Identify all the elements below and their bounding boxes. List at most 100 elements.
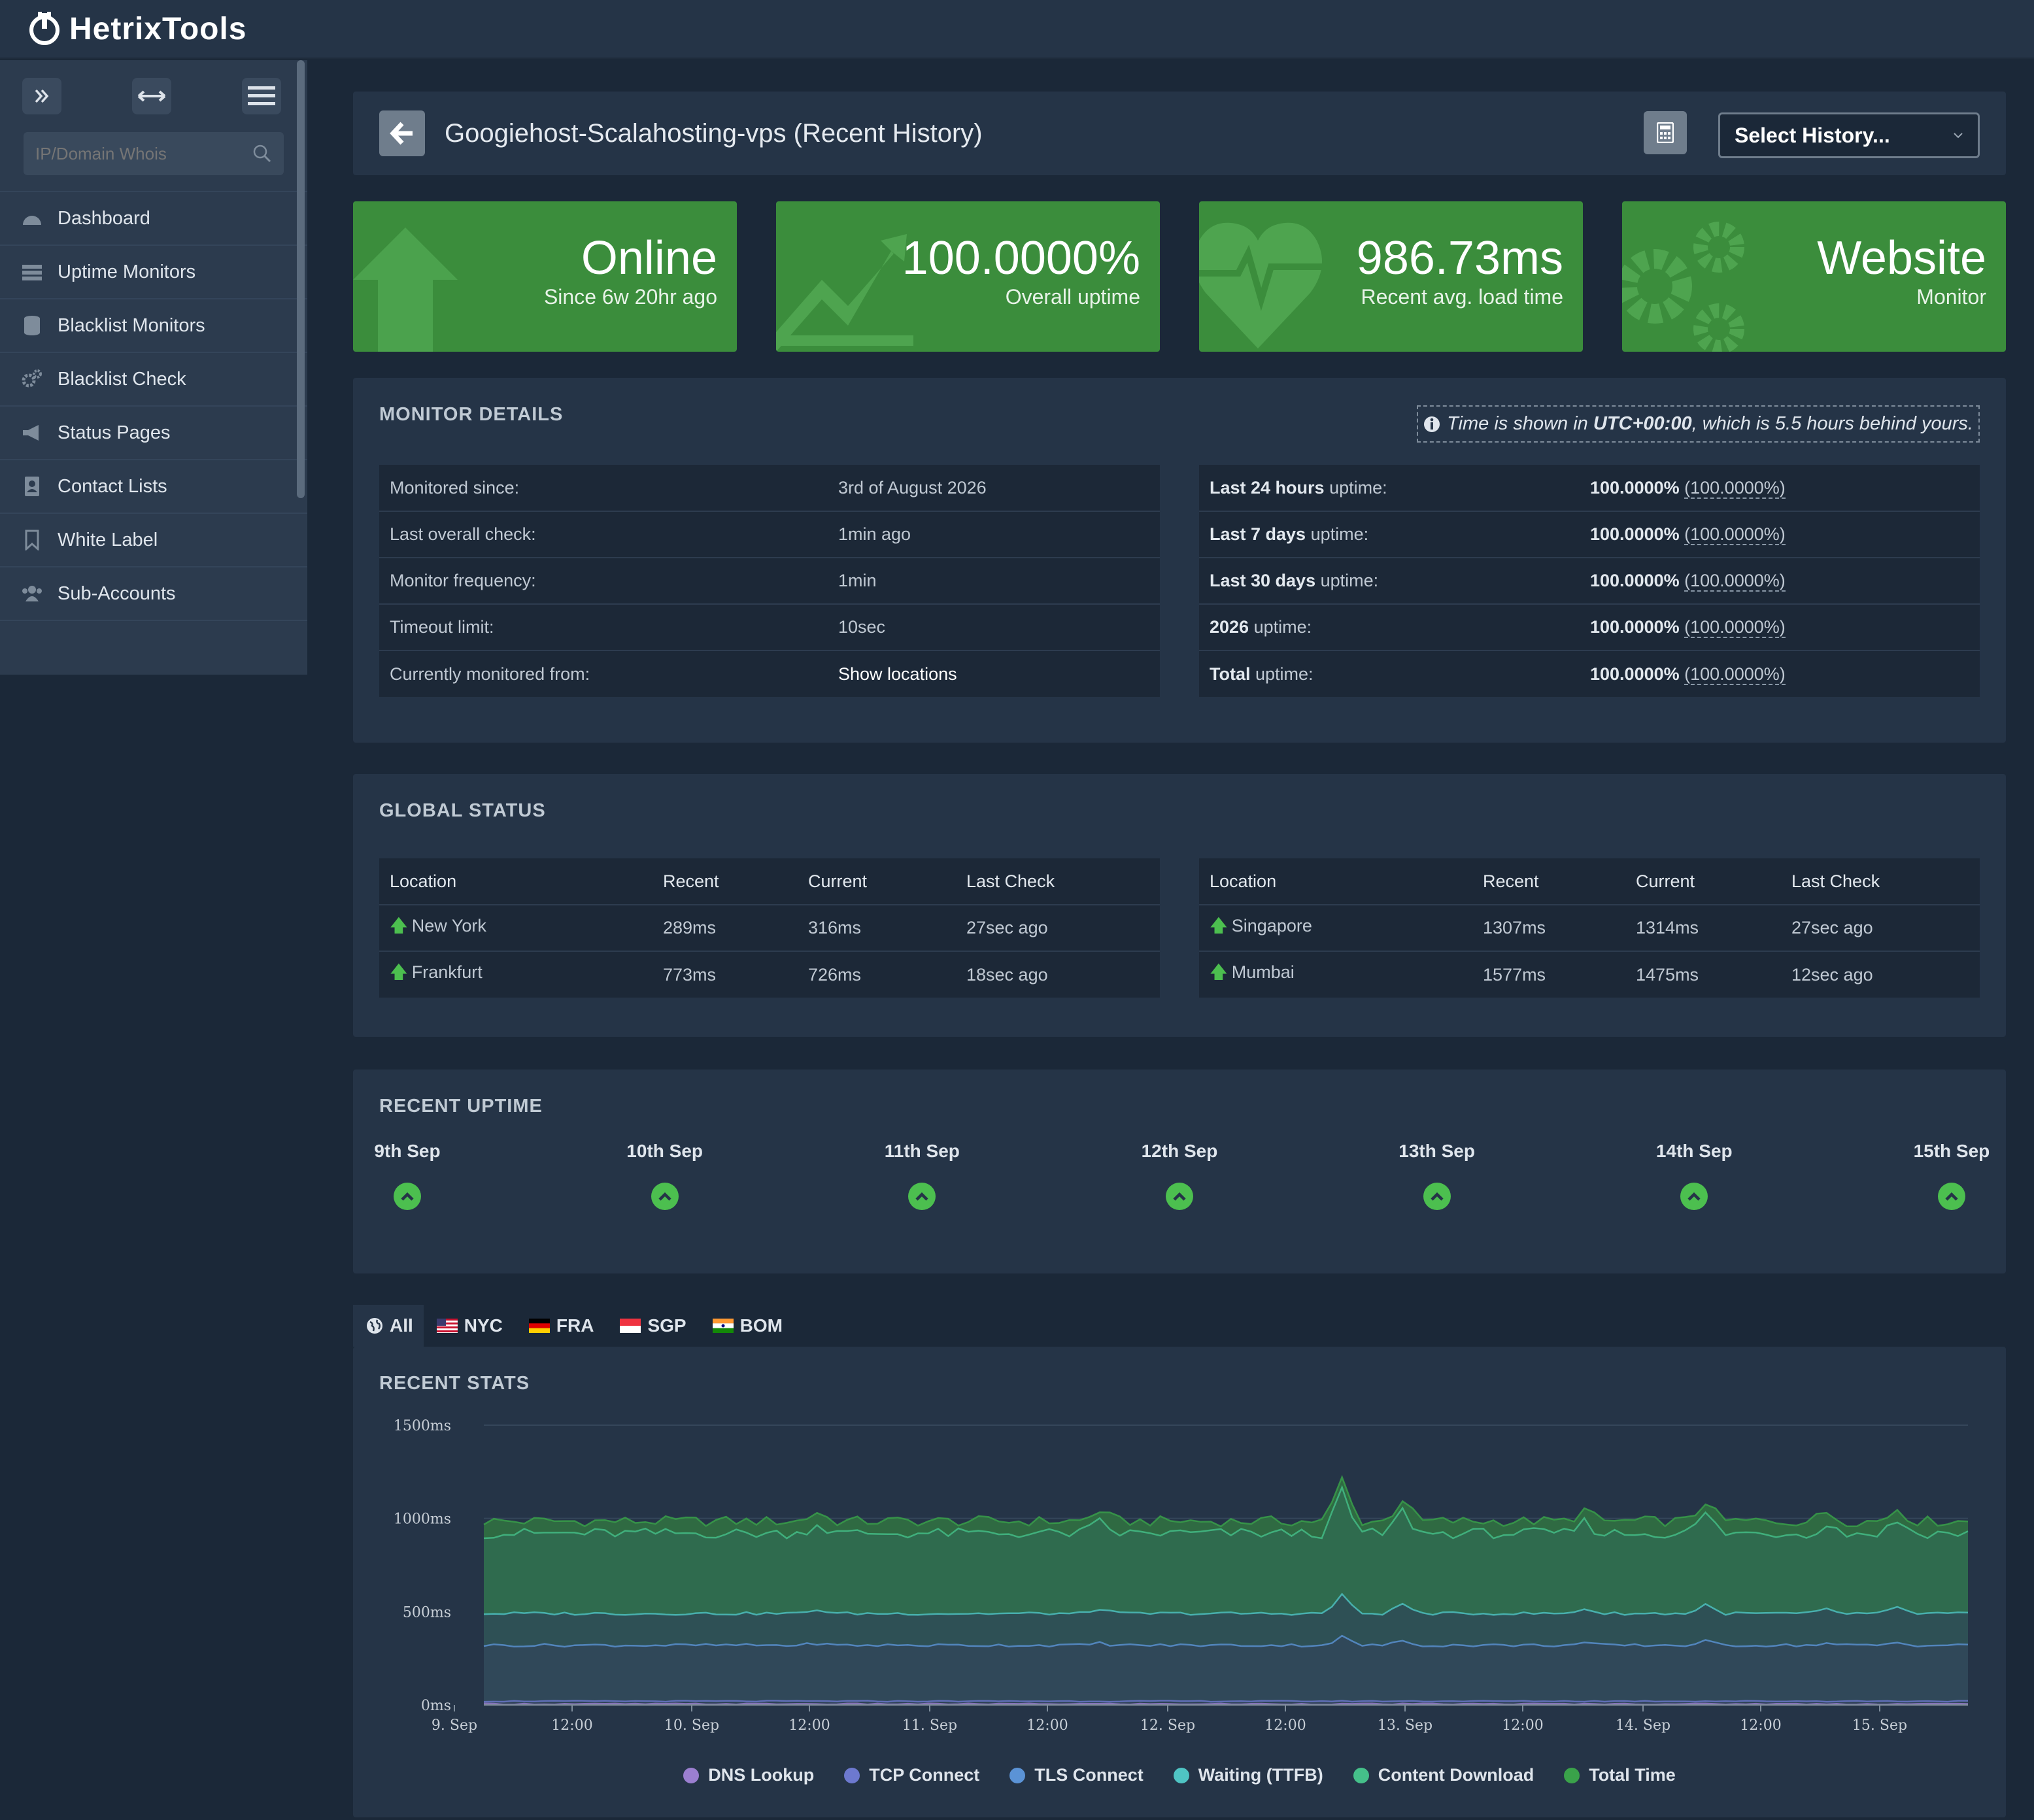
- tz-zone: UTC+00:00: [1593, 413, 1692, 434]
- tab-all[interactable]: All: [353, 1305, 424, 1347]
- sidebar-item-contact-lists[interactable]: Contact Lists: [0, 460, 307, 514]
- show-locations-link[interactable]: Show locations: [838, 664, 957, 684]
- tab-label: All: [390, 1315, 413, 1336]
- tab-nyc[interactable]: NYC: [424, 1305, 516, 1347]
- y-tick-label: 1000ms: [394, 1511, 451, 1528]
- area-tls-connect: [484, 1636, 1968, 1705]
- sidebar-item-white-label[interactable]: White Label: [0, 514, 307, 567]
- current-cell: 726ms: [808, 964, 862, 985]
- legend-item[interactable]: DNS Lookup: [683, 1765, 814, 1785]
- history-select[interactable]: Select History...: [1718, 112, 1980, 158]
- global-status-panel: GLOBAL STATUS Location Recent Current La…: [353, 774, 2006, 1037]
- table-row: Currently monitored from: Show locations: [379, 650, 1160, 697]
- users-icon: [21, 582, 43, 605]
- expand-sidebar-button[interactable]: [22, 78, 61, 114]
- y-tick-label: 500ms: [403, 1604, 451, 1621]
- uptime-day: 14th Sep: [1645, 1141, 1743, 1210]
- legend-item[interactable]: TCP Connect: [844, 1765, 979, 1785]
- sidebar-item-dashboard[interactable]: Dashboard: [0, 192, 307, 246]
- calculator-button[interactable]: [1644, 111, 1687, 154]
- uptime-day: 13th Sep: [1388, 1141, 1486, 1210]
- current-cell: 1475ms: [1636, 964, 1699, 985]
- uptime-up-icon[interactable]: [1165, 1183, 1193, 1210]
- sidebar: Dashboard Uptime Monitors Blacklist Moni…: [0, 60, 307, 675]
- uptime-tooltip[interactable]: (100.0000%): [1684, 571, 1786, 592]
- uptime-period-label: Last 7 days uptime:: [1199, 511, 1580, 558]
- whois-search: [24, 132, 284, 175]
- detail-value: 3rd of August 2026: [828, 465, 1160, 512]
- logo[interactable]: HetrixTools: [26, 10, 246, 47]
- uptime-up-icon[interactable]: [1680, 1183, 1708, 1210]
- details-columns: Monitored since: 3rd of August 2026 Last …: [379, 465, 1980, 697]
- uptime-day: 12th Sep: [1130, 1141, 1229, 1210]
- uptime-day-label: 11th Sep: [884, 1141, 960, 1161]
- sidebar-item-blacklist-monitors[interactable]: Blacklist Monitors: [0, 299, 307, 353]
- legend-item[interactable]: Content Download: [1353, 1765, 1534, 1785]
- uptime-period-label: 2026 uptime:: [1199, 604, 1580, 651]
- uptime-day: 15th Sep: [1903, 1141, 2001, 1210]
- uptime-day-label: 9th Sep: [374, 1141, 441, 1161]
- global-status-table-left: Location Recent Current Last Check 🡅 New …: [379, 858, 1160, 998]
- recent-uptime-panel: RECENT UPTIME 9th Sep 10th Sep 11th Sep 12t…: [353, 1070, 2006, 1273]
- tab-label: SGP: [647, 1315, 686, 1336]
- details-table-left: Monitored since: 3rd of August 2026 Last …: [379, 465, 1160, 697]
- x-tick-label: 9. Sep: [432, 1717, 477, 1734]
- section-title: GLOBAL STATUS: [379, 800, 546, 821]
- globe-icon: [367, 1318, 382, 1334]
- back-button[interactable]: [379, 110, 425, 156]
- col-location: Location: [1199, 858, 1472, 905]
- uptime-tooltip[interactable]: (100.0000%): [1684, 524, 1786, 545]
- de-flag-icon: [528, 1319, 550, 1333]
- search-icon[interactable]: [252, 144, 272, 163]
- legend-swatch: [1353, 1767, 1369, 1783]
- uptime-up-icon[interactable]: [394, 1183, 421, 1210]
- uptime-period-value: 100.0000% (100.0000%): [1580, 604, 1980, 651]
- sidebar-item-status-pages[interactable]: Status Pages: [0, 407, 307, 460]
- uptime-tooltip[interactable]: (100.0000%): [1684, 617, 1786, 638]
- tab-fra[interactable]: FRA: [516, 1305, 607, 1347]
- legend-item[interactable]: TLS Connect: [1009, 1765, 1144, 1785]
- detail-value: 10sec: [828, 604, 1160, 651]
- uptime-up-icon[interactable]: [1937, 1183, 1965, 1210]
- resize-width-button[interactable]: [132, 78, 171, 114]
- bookmark-icon: [21, 529, 43, 551]
- legend-swatch: [1564, 1767, 1580, 1783]
- power-gear-icon: [29, 12, 59, 45]
- uptime-up-icon[interactable]: [1423, 1183, 1451, 1210]
- table-header-row: Location Recent Current Last Check: [379, 858, 1160, 905]
- tab-bom[interactable]: BOM: [700, 1305, 796, 1347]
- legend-item[interactable]: Waiting (TTFB): [1173, 1765, 1323, 1785]
- last-check-cell: 12sec ago: [1791, 964, 1873, 985]
- history-select-value: Select History...: [1735, 123, 1890, 147]
- tab-sgp[interactable]: SGP: [607, 1305, 699, 1347]
- uptime-tooltip[interactable]: (100.0000%): [1684, 664, 1786, 685]
- whois-search-input[interactable]: [35, 143, 245, 164]
- sidebar-scrollbar[interactable]: [297, 60, 305, 498]
- status-value: Online: [581, 232, 717, 284]
- monitor-type-value: Website: [1817, 232, 1986, 284]
- table-row: Total uptime: 100.0000% (100.0000%): [1199, 650, 1980, 697]
- legend-item[interactable]: Total Time: [1564, 1765, 1676, 1785]
- top-bar: HetrixTools: [0, 0, 2034, 59]
- bullhorn-icon: [21, 422, 43, 444]
- details-table-right: Last 24 hours uptime: 100.0000% (100.0000…: [1199, 465, 1980, 697]
- sidebar-menu: Dashboard Uptime Monitors Blacklist Moni…: [0, 191, 307, 621]
- sidebar-item-sub-accounts[interactable]: Sub-Accounts: [0, 567, 307, 621]
- tab-label: NYC: [464, 1315, 503, 1336]
- uptime-up-icon[interactable]: [908, 1183, 936, 1210]
- uptime-tooltip[interactable]: (100.0000%): [1684, 477, 1786, 499]
- col-last-check: Last Check: [1781, 858, 1980, 905]
- menu-toggle-button[interactable]: [242, 78, 281, 114]
- sidebar-item-uptime-monitors[interactable]: Uptime Monitors: [0, 246, 307, 299]
- trend-up-icon: [776, 234, 913, 352]
- uptime-up-icon[interactable]: [651, 1183, 679, 1210]
- location-cell: 🡅 New York: [379, 905, 653, 952]
- sidebar-item-label: White Label: [58, 529, 158, 550]
- section-title: RECENT STATS: [379, 1373, 530, 1394]
- sidebar-item-blacklist-check[interactable]: Blacklist Check: [0, 353, 307, 407]
- arrow-left-icon: [390, 122, 413, 145]
- table-row: 🡅 New York 289ms 316ms 27sec ago: [379, 905, 1160, 952]
- sidebar-tools: [0, 60, 307, 132]
- x-tick-label: 10. Sep: [664, 1717, 719, 1734]
- col-last-check: Last Check: [956, 858, 1160, 905]
